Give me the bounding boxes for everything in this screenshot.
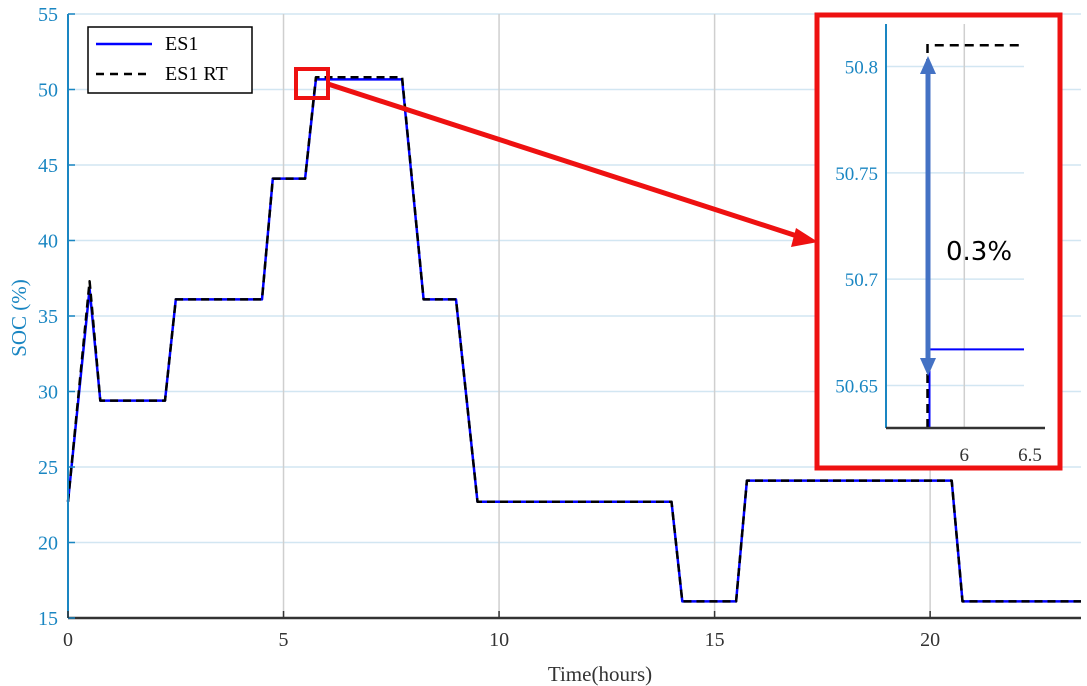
inset-x-tick-label: 6.5 (1018, 445, 1042, 466)
x-tick-label: 20 (920, 629, 940, 651)
inset-y-tick-label: 50.75 (835, 164, 878, 185)
legend-label-es1: ES1 (165, 33, 198, 55)
y-tick-label: 15 (38, 608, 58, 630)
y-tick-label: 40 (38, 231, 58, 253)
inset-y-tick-label: 50.65 (835, 376, 878, 397)
zoom-arrow-line (327, 81, 801, 240)
y-axis-label: SOC (%) (7, 279, 31, 357)
inset-tick-labels: 50.65 50.7 50.75 50.8 6 6.5 (835, 58, 1042, 466)
inset-axes (885, 24, 1045, 430)
inset-x-tick-label: 6 (960, 445, 970, 466)
y-tick-label: 30 (38, 382, 58, 404)
main-series (66, 76, 1081, 603)
main-axes (67, 13, 1081, 620)
inset-grid (886, 24, 1024, 428)
x-tick-label: 5 (279, 629, 289, 651)
main-grid (68, 13, 1081, 618)
zoom-arrow (327, 81, 818, 247)
difference-arrow-head-bottom (920, 358, 936, 376)
x-tick-label: 0 (63, 629, 73, 651)
inset-frame (814, 12, 1063, 471)
series-line-es1-rt (66, 76, 1081, 603)
y-tick-label: 20 (38, 533, 58, 555)
y-tick-label: 45 (38, 155, 58, 177)
x-tick-label: 15 (705, 629, 725, 651)
difference-arrow-head-top (920, 56, 936, 74)
difference-annotation: 0.3% (946, 237, 1012, 267)
y-tick-label: 50 (38, 80, 58, 102)
x-axis-label: Time(hours) (548, 662, 652, 686)
zoom-highlight-box (294, 67, 330, 100)
zoom-arrow-head (791, 228, 818, 247)
y-tick-label: 25 (38, 457, 58, 479)
legend-box (87, 26, 253, 94)
x-tick-label: 10 (489, 629, 509, 651)
inset-y-tick-label: 50.8 (845, 58, 878, 79)
legend-label-es1-rt: ES1 RT (165, 63, 228, 85)
difference-arrow (920, 56, 936, 376)
legend: ES1 ES1 RT (87, 26, 253, 94)
y-tick-label: 35 (38, 306, 58, 328)
main-tick-labels: 15 20 25 30 35 40 45 50 55 0 5 10 15 20 (38, 4, 940, 651)
y-tick-label: 55 (38, 4, 58, 26)
inset-y-tick-label: 50.7 (845, 270, 878, 291)
inset-zoom: 50.65 50.7 50.75 50.8 6 6.5 0.3% (814, 12, 1063, 471)
